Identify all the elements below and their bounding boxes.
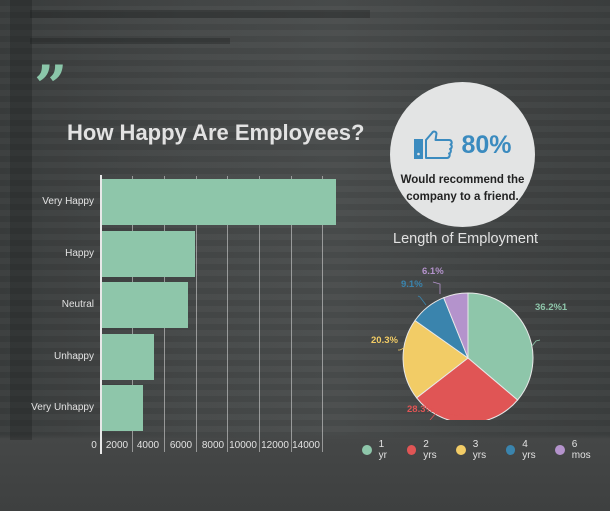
recommend-caption: Would recommend the company to a friend. — [398, 172, 527, 206]
x-tick-label: 2000 — [105, 440, 129, 451]
bar-neutral — [101, 282, 188, 328]
x-tick-label: 14000 — [292, 440, 320, 451]
legend-item-6mos[interactable]: 6 mos — [555, 439, 598, 461]
legend-dot-icon — [555, 445, 565, 455]
gridline — [259, 176, 260, 452]
bar-very-happy — [101, 179, 336, 225]
legend-dot-icon — [456, 445, 466, 455]
legend-label: 3 yrs — [472, 439, 487, 461]
pie-graphic — [398, 281, 541, 420]
page-title: How Happy Are Employees? — [67, 120, 365, 145]
slice-label-3yrs: 20.3% — [371, 335, 398, 346]
legend-item-1yr[interactable]: 1 yr — [362, 439, 395, 461]
slice-label-1yr: 36.2%1 — [535, 302, 568, 313]
y-axis — [100, 175, 102, 454]
gridline — [227, 176, 228, 452]
legend-item-3yrs[interactable]: 3 yrs — [456, 439, 493, 461]
bar-very-unhappy — [101, 385, 143, 431]
recommend-badge: 80% Would recommend the company to a fri… — [390, 82, 535, 227]
slice-label-2yrs: 28.3% — [407, 404, 434, 415]
legend-label: 6 mos — [571, 439, 591, 461]
legend-label: 4 yrs — [522, 439, 536, 461]
recommend-percent: 80% — [461, 130, 512, 159]
category-label: Happy — [65, 248, 94, 259]
gridline — [291, 176, 292, 452]
bar-unhappy — [101, 334, 154, 380]
legend-item-4yrs[interactable]: 4 yrs — [505, 439, 543, 461]
slice-label-4yrs: 9.1% — [401, 279, 423, 290]
recommend-caption-line1: Would recommend the — [400, 174, 525, 186]
legend-label: 2 yrs — [423, 439, 437, 461]
employment-pie-chart: 36.2%1 28.3% 20.3% 9.1% 6.1% — [360, 260, 610, 420]
legend-label: 1 yr — [378, 439, 387, 461]
x-tick-label: 10000 — [229, 440, 257, 451]
category-label: Neutral — [61, 299, 94, 310]
pie-legend: 1 yr 2 yrs 3 yrs 4 yrs 6 mos — [362, 439, 610, 461]
legend-dot-icon — [505, 445, 516, 455]
recommend-caption-line2: company to a friend. — [406, 191, 519, 203]
category-label: Very Unhappy — [31, 402, 94, 413]
gridline — [322, 176, 323, 452]
slice-label-6mos: 6.1% — [422, 266, 444, 277]
legend-dot-icon — [362, 445, 372, 455]
legend-item-2yrs[interactable]: 2 yrs — [406, 439, 444, 461]
x-tick-label: 0 — [91, 440, 97, 451]
x-tick-label: 8000 — [201, 440, 225, 451]
happiness-bar-chart: Very Happy Happy Neutral Unhappy Very Un… — [0, 170, 360, 460]
category-label: Very Happy — [42, 196, 94, 207]
x-tick-label: 4000 — [136, 440, 160, 451]
x-tick-label: 12000 — [261, 440, 289, 451]
quote-mark-icon: ” — [34, 53, 67, 121]
gridline — [196, 176, 197, 452]
legend-dot-icon — [406, 445, 417, 455]
bar-happy — [101, 231, 195, 277]
x-tick-label: 6000 — [169, 440, 193, 451]
category-label: Unhappy — [53, 351, 94, 362]
thumbs-up-icon — [414, 130, 454, 159]
pie-chart-title: Length of Employment — [393, 231, 539, 247]
